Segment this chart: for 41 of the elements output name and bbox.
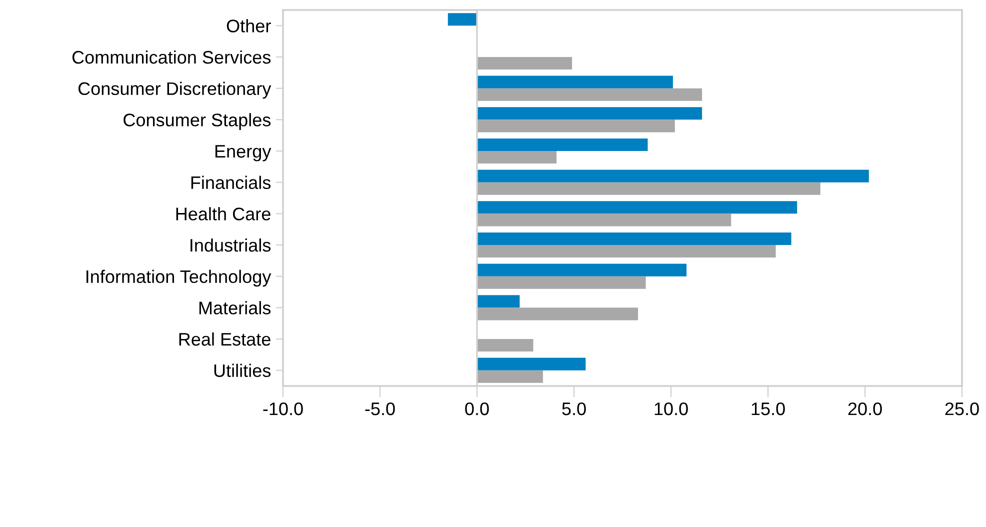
bar <box>477 76 673 88</box>
x-tick-label: 5.0 <box>562 402 586 416</box>
bar <box>448 13 477 26</box>
y-tick-label: Consumer Staples <box>124 113 271 130</box>
y-tick-label: Financials <box>191 176 271 190</box>
x-tick-label: -10.0 <box>263 402 303 416</box>
y-tick-label: Other <box>226 19 271 32</box>
y-tick-label: Real Estate <box>179 332 270 346</box>
bar <box>477 201 798 214</box>
y-tick-label: Information Technology <box>86 270 272 287</box>
y-tick-label: Utilities <box>214 364 271 378</box>
bar <box>477 170 869 182</box>
y-tick-label: Communication Services <box>72 50 271 64</box>
bar <box>477 107 702 120</box>
bar <box>477 245 776 258</box>
bar <box>477 232 792 245</box>
bar <box>477 138 648 151</box>
bar <box>477 120 675 132</box>
x-tick-label: 20.0 <box>848 402 882 416</box>
bar <box>477 339 534 352</box>
y-tick-label: Health Care <box>176 207 270 220</box>
bar <box>477 308 638 320</box>
bar <box>477 295 520 308</box>
bar <box>477 88 702 101</box>
bar <box>477 214 732 226</box>
bar <box>477 57 572 70</box>
x-tick-label: 15.0 <box>752 402 785 416</box>
bar <box>477 370 543 383</box>
bar <box>477 264 687 276</box>
x-tick-label: 10.0 <box>654 402 688 416</box>
bar <box>477 358 586 370</box>
y-tick-label: Energy <box>215 145 272 162</box>
x-tick-label: 0.0 <box>465 402 489 416</box>
y-tick-label: Industrials <box>190 238 271 252</box>
x-tick-label: -5.0 <box>365 402 395 416</box>
bar <box>477 276 646 289</box>
x-tick-label: 25.0 <box>945 402 979 416</box>
bar <box>477 151 557 164</box>
bar <box>477 182 820 195</box>
y-tick-label: Consumer Discretionary <box>78 82 272 99</box>
y-tick-label: Materials <box>199 301 271 314</box>
